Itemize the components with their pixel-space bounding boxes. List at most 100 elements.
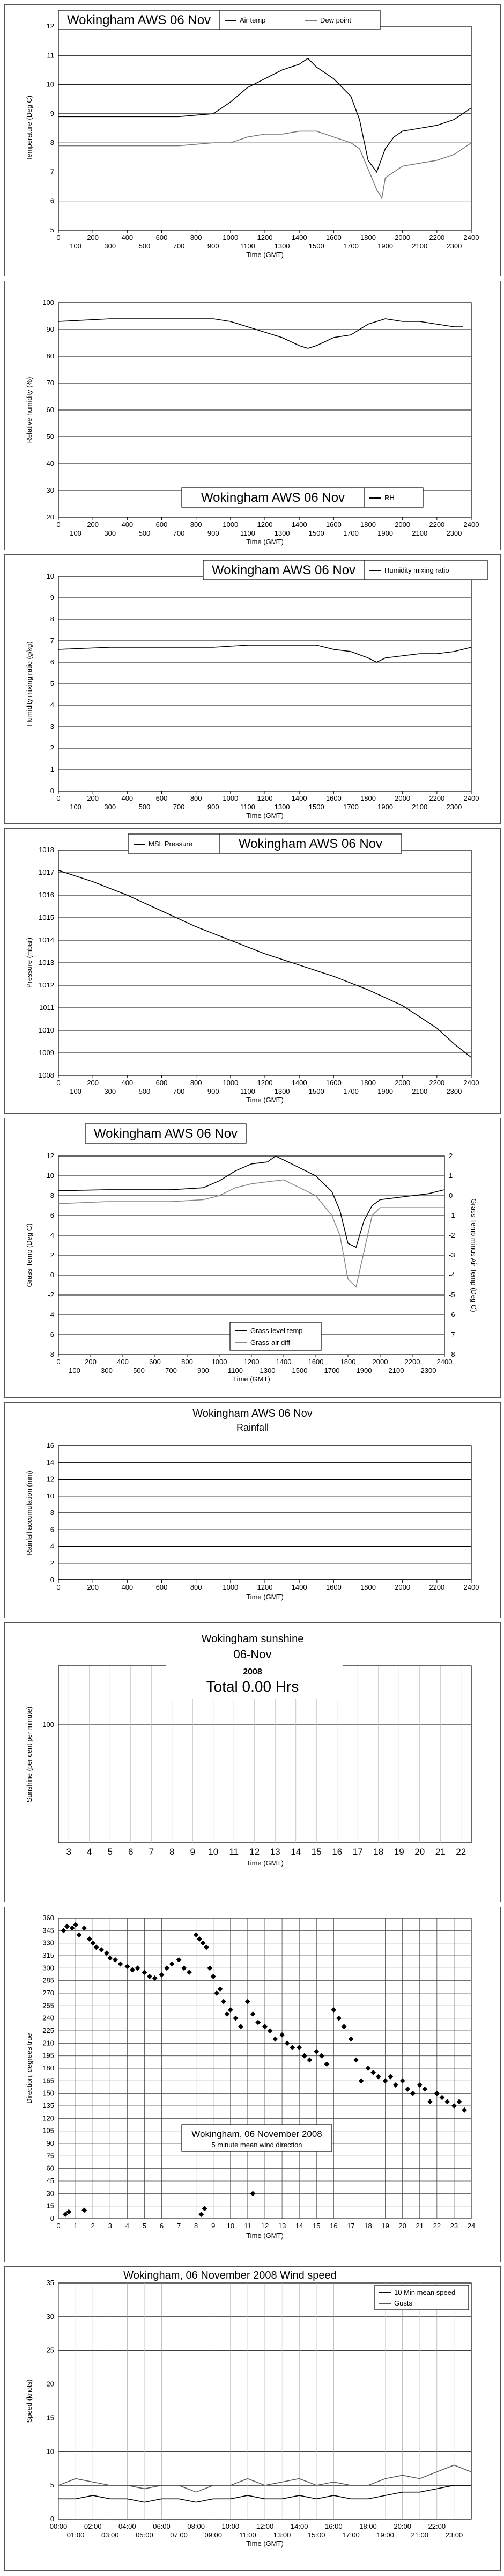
data-point xyxy=(444,2099,450,2105)
x-tick-label: 8 xyxy=(169,1847,174,1857)
title-box xyxy=(85,1123,247,1144)
x-tick-label: 0 xyxy=(56,1079,60,1087)
y-right-tick-label: 0 xyxy=(449,1191,453,1199)
x-tick-label: 300 xyxy=(101,1366,113,1374)
x-tick-label: 2100 xyxy=(412,803,427,811)
x-tick-label: 900 xyxy=(207,1087,219,1095)
chart-panel-3: 1008 1009 1010 1011 1012 1013 1014 1015 1016 1017… xyxy=(4,828,501,1114)
chart-svg-5: 0 2 4 6 8 10 12 14 16 0 200 400 600 800 1000 1200 1400 16… xyxy=(25,1408,479,1601)
y-tick-label: 20 xyxy=(47,513,54,521)
y-tick-label: 2 xyxy=(50,744,54,752)
chart-svg-0: 5 6 7 8 9 10 11 12 0 200 400 600 800 1000 1200 1400 1600… xyxy=(25,10,479,259)
x-tick-label: 1000 xyxy=(223,1079,238,1087)
y-right-tick-label: -7 xyxy=(449,1330,455,1338)
x-tick-label: 02:00 xyxy=(84,2522,102,2530)
y-tick-label: 1 xyxy=(50,765,54,773)
data-point xyxy=(456,2099,462,2105)
y-tick-label: -4 xyxy=(48,1311,54,1319)
x-tick-label: 2300 xyxy=(446,1087,462,1095)
x-tick-label: 600 xyxy=(156,1079,168,1087)
x-tick-label: 11 xyxy=(244,2222,251,2230)
x-tick-label: 1500 xyxy=(292,1366,308,1374)
y-tick-label: 1008 xyxy=(39,1071,54,1079)
data-point xyxy=(99,1947,105,1953)
data-point xyxy=(267,2028,273,2033)
y-tick-label: 210 xyxy=(42,2039,54,2047)
data-point xyxy=(290,2045,295,2051)
x-tick-label: 900 xyxy=(197,1366,209,1374)
chart-title: Wokingham sunshine xyxy=(202,1633,304,1645)
x-tick-label: 100 xyxy=(70,803,81,811)
y-tick-label: -6 xyxy=(48,1330,54,1338)
chart-total: Total 0.00 Hrs xyxy=(206,1678,299,1695)
x-tick-label: 1200 xyxy=(257,1079,273,1087)
x-tick-label: 22 xyxy=(456,1847,466,1857)
x-tick-label: 5 xyxy=(143,2222,146,2230)
x-tick-label: 1800 xyxy=(360,1583,376,1591)
chart-panel-5: 0 2 4 6 8 10 12 14 16 0 200 400 600 800 1000 1200 1400 16… xyxy=(4,1402,501,1618)
x-tick-label: 1400 xyxy=(292,521,307,529)
x-tick-label: 1000 xyxy=(223,1583,238,1591)
x-tick-label: 1300 xyxy=(260,1366,276,1374)
x-tick-label: 12 xyxy=(249,1847,260,1857)
x-tick-label: 1100 xyxy=(240,1087,255,1095)
series-line-0 xyxy=(58,870,472,1058)
x-tick-label: 20 xyxy=(414,1847,425,1857)
x-tick-label: 1500 xyxy=(309,242,324,250)
y-tick-label: 1017 xyxy=(39,868,54,876)
x-axis-label: Time (GMT) xyxy=(246,2540,284,2548)
x-tick-label: 1200 xyxy=(257,521,273,529)
y-tick-label: 30 xyxy=(47,2312,54,2321)
x-axis-label: Time (GMT) xyxy=(233,1375,270,1383)
x-tick-label: 23 xyxy=(450,2222,458,2230)
y-tick-label: 12 xyxy=(47,22,54,30)
x-tick-label: 700 xyxy=(173,803,185,811)
y-tick-label: 6 xyxy=(50,1211,54,1219)
y-tick-label: 330 xyxy=(42,1939,54,1947)
data-point xyxy=(392,2082,398,2088)
y-tick-label: 12 xyxy=(47,1475,54,1483)
x-tick-label: 16 xyxy=(332,1847,342,1857)
x-tick-label: 1800 xyxy=(360,233,376,241)
x-axis-label: Time (GMT) xyxy=(246,811,284,819)
x-tick-label: 900 xyxy=(207,803,219,811)
y-tick-label: 8 xyxy=(50,138,54,147)
chart-subtitle: 5 minute mean wind direction xyxy=(211,2141,302,2149)
x-tick-label: 900 xyxy=(207,529,219,537)
x-tick-label: 800 xyxy=(190,1583,202,1591)
x-tick-label: 900 xyxy=(207,242,219,250)
x-axis-label: Time (GMT) xyxy=(246,1593,284,1601)
x-tick-label: 2200 xyxy=(429,521,444,529)
x-tick-label: 13 xyxy=(270,1847,280,1857)
chart-title: Wokingham, 06 November 2008 Wind speed xyxy=(123,2270,337,2281)
y-tick-label: 8 xyxy=(50,615,54,623)
y-tick-label: 40 xyxy=(47,459,54,467)
x-tick-label: 09:00 xyxy=(204,2531,222,2539)
chart-panel-4: -8 -6 -4 -2 0 2 4 6 8 10 12 -8 -7 -6 -5 -4 -3 -2 -1 0 1 2 Gras… xyxy=(4,1118,501,1398)
x-tick-label: 1900 xyxy=(377,803,393,811)
x-tick-label: 1500 xyxy=(309,803,324,811)
x-tick-label: 2000 xyxy=(395,1583,410,1591)
y-tick-label: 9 xyxy=(50,594,54,602)
legend-label: 10 Min mean speed xyxy=(394,2288,455,2296)
x-tick-label: 1100 xyxy=(240,242,255,250)
x-tick-label: 07:00 xyxy=(170,2531,188,2539)
y-tick-label: 100 xyxy=(42,1721,54,1729)
y-right-tick-label: -2 xyxy=(449,1231,455,1239)
series-line-0 xyxy=(58,1155,445,1248)
x-tick-label: 1000 xyxy=(212,1358,227,1366)
y-axis-label: Grass Temp (Deg C) xyxy=(25,1224,33,1287)
x-tick-label: 1900 xyxy=(357,1366,372,1374)
x-tick-label: 2 xyxy=(91,2222,95,2230)
x-tick-label: 200 xyxy=(85,1358,97,1366)
x-tick-label: 24 xyxy=(468,2222,475,2230)
y-tick-label: 10 xyxy=(47,2447,54,2455)
x-tick-label: 1100 xyxy=(228,1366,243,1374)
y-axis-label: Direction, degrees true xyxy=(25,2033,33,2104)
x-tick-label: 1900 xyxy=(377,1087,393,1095)
x-tick-label: 2300 xyxy=(446,803,462,811)
title-box xyxy=(58,10,220,30)
data-point xyxy=(427,2099,433,2105)
x-tick-label: 19:00 xyxy=(376,2531,394,2539)
